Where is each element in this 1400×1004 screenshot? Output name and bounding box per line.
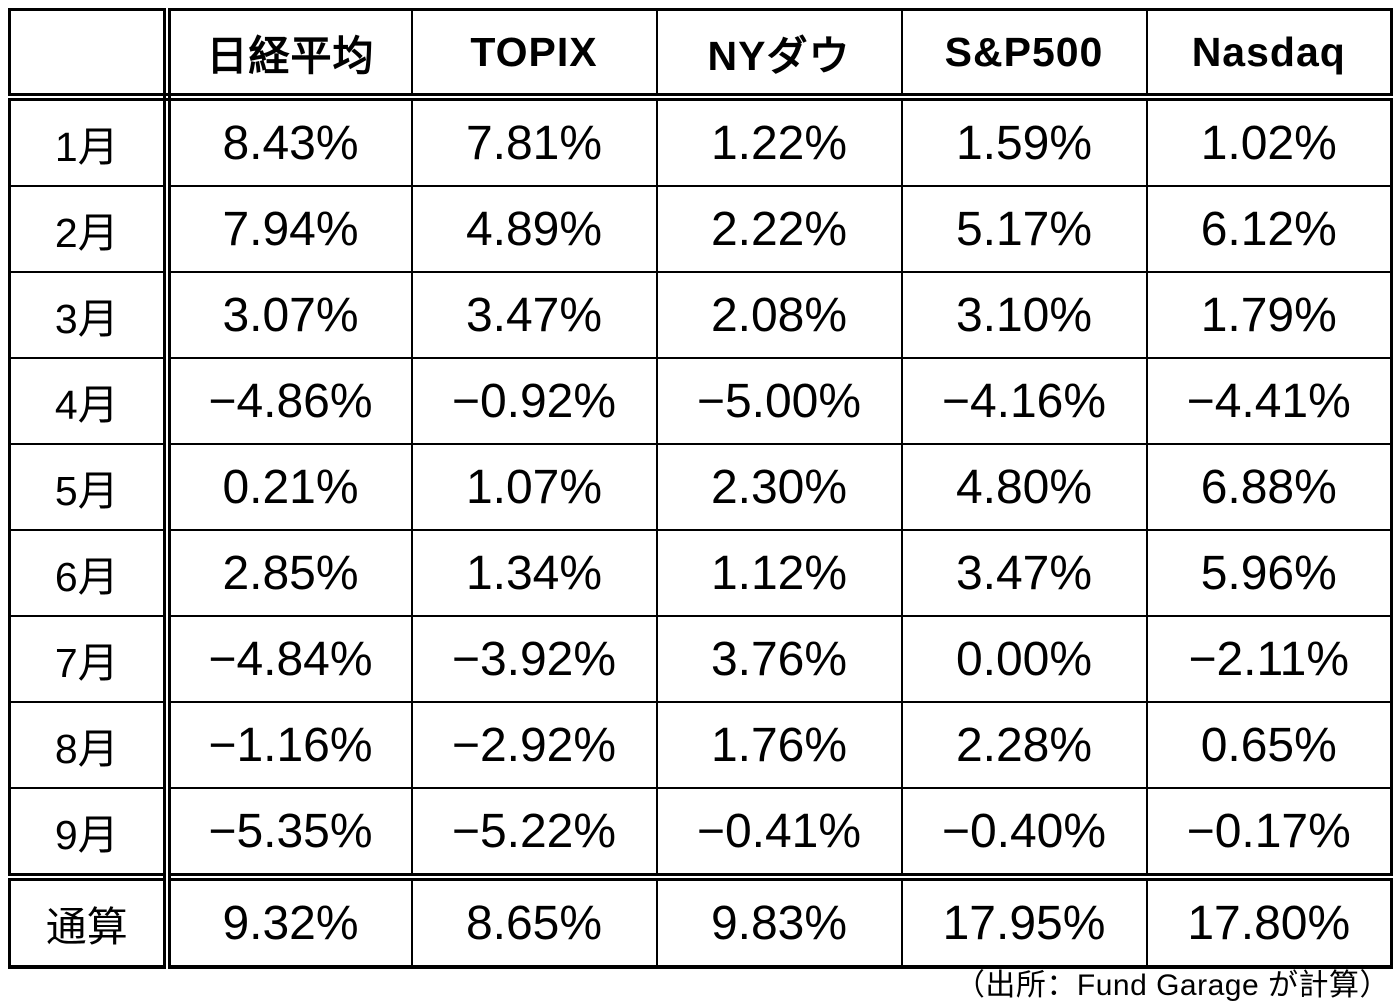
value-cell: 0.65% — [1145, 701, 1393, 789]
value-cell: −4.84% — [165, 615, 413, 703]
value-cell: 2.08% — [655, 271, 903, 359]
header-row: 日経平均 TOPIX NYダウ S&P500 Nasdaq — [8, 8, 1393, 101]
value-cell: 7.81% — [410, 96, 658, 187]
value-cell: 2.28% — [900, 701, 1148, 789]
value-cell: 7.94% — [165, 185, 413, 273]
row-label: 7月 — [8, 615, 171, 703]
value-cell: 2.85% — [165, 529, 413, 617]
column-header-nasdaq: Nasdaq — [1145, 8, 1393, 101]
value-cell: 1.12% — [655, 529, 903, 617]
row-label-total: 通算 — [8, 873, 171, 969]
value-cell: −5.35% — [165, 787, 413, 878]
corner-header-cell — [8, 8, 171, 101]
row-label: 9月 — [8, 787, 171, 878]
table-row-jun: 6月 2.85% 1.34% 1.12% 3.47% 5.96% — [8, 529, 1393, 617]
performance-table-container: 日経平均 TOPIX NYダウ S&P500 Nasdaq 1月 8.43% 7… — [8, 8, 1393, 969]
value-cell: 1.22% — [655, 96, 903, 187]
value-cell: 8.43% — [165, 96, 413, 187]
value-cell: 9.83% — [655, 873, 903, 969]
row-label: 1月 — [8, 96, 171, 187]
value-cell: −4.16% — [900, 357, 1148, 445]
value-cell: −2.11% — [1145, 615, 1393, 703]
table-row-sep: 9月 −5.35% −5.22% −0.41% −0.40% −0.17% — [8, 787, 1393, 878]
value-cell: 1.79% — [1145, 271, 1393, 359]
value-cell: 0.21% — [165, 443, 413, 531]
value-cell: −0.41% — [655, 787, 903, 878]
monthly-performance-table: 日経平均 TOPIX NYダウ S&P500 Nasdaq 1月 8.43% 7… — [8, 8, 1393, 969]
table-row-jan: 1月 8.43% 7.81% 1.22% 1.59% 1.02% — [8, 96, 1393, 187]
value-cell: 4.89% — [410, 185, 658, 273]
value-cell: 5.96% — [1145, 529, 1393, 617]
table-row-may: 5月 0.21% 1.07% 2.30% 4.80% 6.88% — [8, 443, 1393, 531]
table-row-total: 通算 9.32% 8.65% 9.83% 17.95% 17.80% — [8, 873, 1393, 969]
value-cell: −0.17% — [1145, 787, 1393, 878]
value-cell: 1.34% — [410, 529, 658, 617]
value-cell: −4.86% — [165, 357, 413, 445]
row-label: 2月 — [8, 185, 171, 273]
value-cell: −5.00% — [655, 357, 903, 445]
value-cell: 17.95% — [900, 873, 1148, 969]
value-cell: 1.02% — [1145, 96, 1393, 187]
value-cell: −3.92% — [410, 615, 658, 703]
value-cell: 3.07% — [165, 271, 413, 359]
value-cell: 8.65% — [410, 873, 658, 969]
column-header-topix: TOPIX — [410, 8, 658, 101]
value-cell: 3.10% — [900, 271, 1148, 359]
value-cell: 3.47% — [410, 271, 658, 359]
row-label: 8月 — [8, 701, 171, 789]
value-cell: 9.32% — [165, 873, 413, 969]
value-cell: 1.59% — [900, 96, 1148, 187]
value-cell: 6.88% — [1145, 443, 1393, 531]
column-header-nydow: NYダウ — [655, 8, 903, 101]
source-note: （出所：Fund Garage が計算） — [954, 969, 1390, 1002]
value-cell: −0.92% — [410, 357, 658, 445]
value-cell: 1.76% — [655, 701, 903, 789]
table-row-apr: 4月 −4.86% −0.92% −5.00% −4.16% −4.41% — [8, 357, 1393, 445]
row-label: 3月 — [8, 271, 171, 359]
row-label: 6月 — [8, 529, 171, 617]
table-row-feb: 2月 7.94% 4.89% 2.22% 5.17% 6.12% — [8, 185, 1393, 273]
value-cell: 2.30% — [655, 443, 903, 531]
row-label: 5月 — [8, 443, 171, 531]
value-cell: 6.12% — [1145, 185, 1393, 273]
value-cell: 4.80% — [900, 443, 1148, 531]
value-cell: 3.76% — [655, 615, 903, 703]
row-label: 4月 — [8, 357, 171, 445]
value-cell: −2.92% — [410, 701, 658, 789]
table-row-jul: 7月 −4.84% −3.92% 3.76% 0.00% −2.11% — [8, 615, 1393, 703]
value-cell: −1.16% — [165, 701, 413, 789]
value-cell: 1.07% — [410, 443, 658, 531]
table-row-aug: 8月 −1.16% −2.92% 1.76% 2.28% 0.65% — [8, 701, 1393, 789]
column-header-nikkei: 日経平均 — [165, 8, 413, 101]
value-cell: −4.41% — [1145, 357, 1393, 445]
column-header-sp500: S&P500 — [900, 8, 1148, 101]
table-row-mar: 3月 3.07% 3.47% 2.08% 3.10% 1.79% — [8, 271, 1393, 359]
value-cell: 0.00% — [900, 615, 1148, 703]
value-cell: 3.47% — [900, 529, 1148, 617]
value-cell: −0.40% — [900, 787, 1148, 878]
value-cell: 17.80% — [1145, 873, 1393, 969]
value-cell: −5.22% — [410, 787, 658, 878]
value-cell: 5.17% — [900, 185, 1148, 273]
value-cell: 2.22% — [655, 185, 903, 273]
